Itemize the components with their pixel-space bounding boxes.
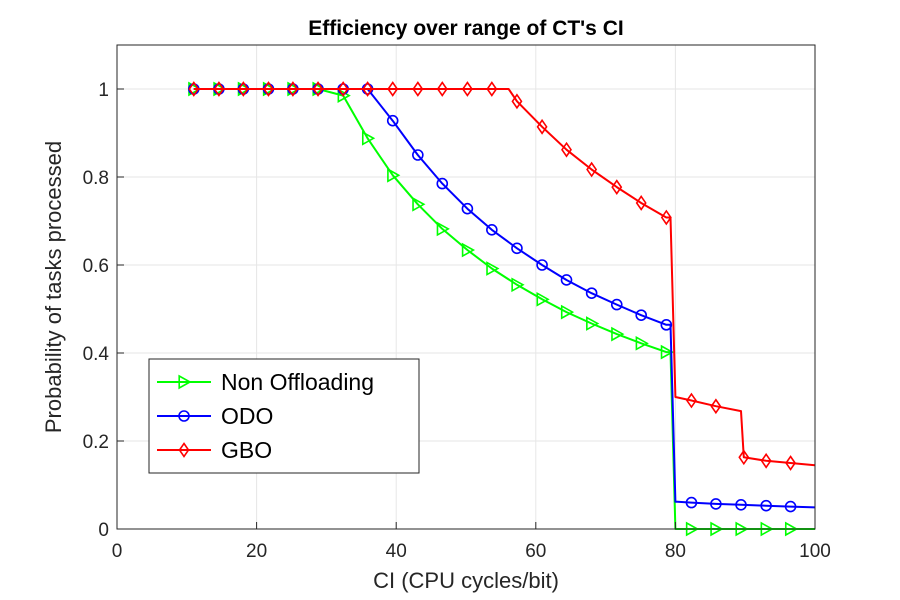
data-point-odo	[610, 298, 623, 311]
legend-label-odo: ODO	[221, 403, 273, 429]
data-point-odo	[660, 319, 673, 331]
legend-marker-odo	[178, 410, 190, 422]
legend: Non Offloading ODO GBO	[148, 358, 420, 474]
data-point-odo	[784, 500, 797, 513]
data-point-gbo	[635, 195, 647, 211]
data-point-odo	[436, 177, 449, 190]
data-point-gbo	[561, 141, 572, 158]
x-tick-labels: 0 20 40 60 80 100	[112, 541, 831, 562]
series-gbo	[188, 81, 816, 471]
data-point-non-offloading	[536, 291, 550, 307]
data-point-gbo	[486, 81, 498, 97]
data-point-odo	[685, 496, 698, 509]
y-tick-label: 0.4	[83, 344, 110, 365]
y-tick-label: 0.2	[83, 432, 109, 453]
data-point-odo	[635, 309, 647, 321]
data-point-gbo	[213, 81, 225, 97]
data-point-odo	[585, 287, 598, 299]
data-point-gbo	[536, 118, 548, 135]
x-tick-label: 80	[665, 541, 686, 562]
x-axis-label: CI (CPU cycles/bit)	[373, 568, 559, 593]
data-point-gbo	[511, 93, 523, 110]
data-point-odo	[760, 499, 772, 512]
legend-marker-non-offloading	[178, 374, 192, 390]
data-point-gbo	[412, 81, 424, 97]
data-point-gbo	[287, 81, 299, 97]
data-point-odo	[560, 274, 573, 286]
plot-frame	[116, 44, 816, 530]
y-tick-label: 0	[98, 520, 109, 541]
data-point-non-offloading	[511, 277, 525, 293]
data-point-gbo	[262, 81, 274, 97]
data-point-non-offloading	[560, 304, 575, 320]
data-point-gbo	[387, 81, 399, 97]
chart-title: Efficiency over range of CT's CI	[308, 17, 623, 40]
y-tick-labels: 0 0.2 0.4 0.6 0.8 1	[83, 80, 110, 541]
data-point-gbo	[760, 452, 772, 469]
series-group	[187, 81, 816, 537]
data-point-non-offloading	[361, 130, 376, 146]
data-point-gbo	[660, 209, 672, 226]
data-point-non-offloading	[486, 261, 500, 276]
data-point-gbo	[436, 81, 448, 97]
data-point-non-offloading	[611, 326, 625, 342]
x-tick-label: 20	[246, 541, 267, 562]
y-tick-label: 0.8	[83, 168, 109, 189]
data-point-odo	[735, 498, 747, 511]
data-point-gbo	[710, 398, 722, 415]
y-axis-label: Probability of tasks processed	[41, 141, 66, 433]
data-point-non-offloading	[660, 344, 674, 360]
data-point-gbo	[685, 392, 697, 409]
x-tick-label: 60	[525, 541, 546, 562]
data-point-non-offloading	[337, 88, 351, 103]
data-point-gbo	[785, 455, 797, 471]
data-point-odo	[386, 114, 399, 127]
data-point-gbo	[337, 81, 349, 97]
x-tick-label: 40	[386, 541, 407, 562]
x-tick-label: 0	[112, 541, 123, 562]
data-point-non-offloading	[387, 167, 401, 183]
y-tick-label: 1	[98, 80, 109, 101]
data-point-gbo	[312, 81, 324, 97]
data-point-non-offloading	[412, 196, 426, 212]
data-point-odo	[710, 498, 722, 510]
data-point-gbo	[611, 179, 623, 196]
data-point-gbo	[188, 81, 200, 97]
tick-marks	[116, 88, 816, 530]
data-point-odo	[536, 259, 548, 271]
data-point-odo	[461, 202, 474, 215]
data-point-gbo	[586, 161, 598, 178]
y-tick-label: 0.6	[83, 256, 109, 277]
legend-label-gbo: GBO	[221, 437, 272, 463]
x-tick-label: 100	[799, 541, 831, 562]
data-point-non-offloading	[586, 316, 600, 331]
data-point-gbo	[461, 81, 473, 97]
legend-label-non-offloading: Non Offloading	[221, 369, 374, 395]
data-point-non-offloading	[635, 335, 649, 351]
data-point-gbo	[362, 81, 374, 97]
data-point-odo	[486, 224, 498, 236]
data-point-odo	[412, 149, 424, 161]
data-point-non-offloading	[461, 242, 476, 258]
data-point-gbo	[738, 449, 750, 466]
legend-marker-gbo	[178, 442, 190, 458]
data-point-gbo	[237, 81, 249, 97]
data-point-odo	[511, 242, 523, 255]
data-point-non-offloading	[436, 221, 450, 237]
